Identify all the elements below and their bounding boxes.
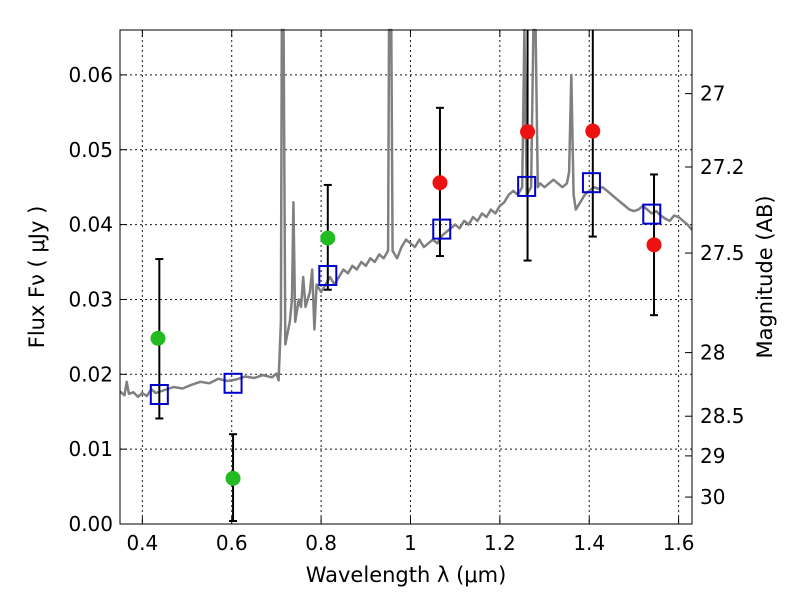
x-tick-label: 0.4 [126, 531, 158, 555]
grid-lines [120, 30, 692, 525]
y2-tick-label: 27 [700, 82, 725, 106]
y2-tick-label: 27.2 [700, 155, 745, 179]
x-axis-label: Wavelength λ (μm) [306, 563, 507, 587]
model-square-point [581, 172, 601, 194]
model-square-point [318, 265, 338, 287]
y2-tick-label: 27.5 [700, 241, 745, 265]
model-square-point [149, 384, 169, 406]
y-tick-label: 0.01 [68, 437, 113, 461]
green-point [225, 470, 241, 486]
y2-tick-label: 28 [700, 341, 725, 365]
y-axis-label: Flux Fν ( μJy ) [25, 206, 49, 349]
red-point [520, 124, 536, 140]
y-tick-label: 0.05 [68, 138, 113, 162]
red-point [432, 175, 448, 191]
y-tick-label: 0.02 [68, 362, 113, 386]
x-tick-label: 1.6 [663, 531, 695, 555]
plot-data [119, 28, 693, 523]
y-tick-label: 0.03 [68, 287, 113, 311]
axis-ticks: 0.4 0.6 0.8 1 1.2 1.4 1.6 0.00 0.01 0.02 0.03 0.04 0… [68, 30, 745, 555]
x-tick-label: 1 [404, 531, 417, 555]
red-point [646, 237, 662, 253]
y2-tick-label: 30 [700, 485, 725, 509]
model-square-point [432, 218, 452, 240]
y-tick-label: 0.04 [68, 213, 113, 237]
green-point [150, 330, 166, 346]
y-tick-label: 0.06 [68, 63, 113, 87]
x-tick-label: 0.6 [216, 531, 248, 555]
y2-tick-label: 28.5 [700, 404, 745, 428]
x-tick-label: 1.4 [573, 531, 605, 555]
model-square-point [642, 203, 662, 225]
spectrum-line [119, 28, 693, 399]
green-point [320, 230, 336, 246]
y-tick-label: 0.00 [68, 512, 113, 536]
model-square-point [517, 175, 537, 197]
y2-axis-label: Magnitude (AB) [753, 195, 777, 358]
x-tick-label: 1.2 [484, 531, 516, 555]
plot-frame [119, 29, 693, 525]
x-tick-label: 0.8 [305, 531, 337, 555]
model-square-point [223, 372, 243, 394]
y2-tick-label: 29 [700, 444, 725, 468]
red-point [585, 123, 601, 139]
